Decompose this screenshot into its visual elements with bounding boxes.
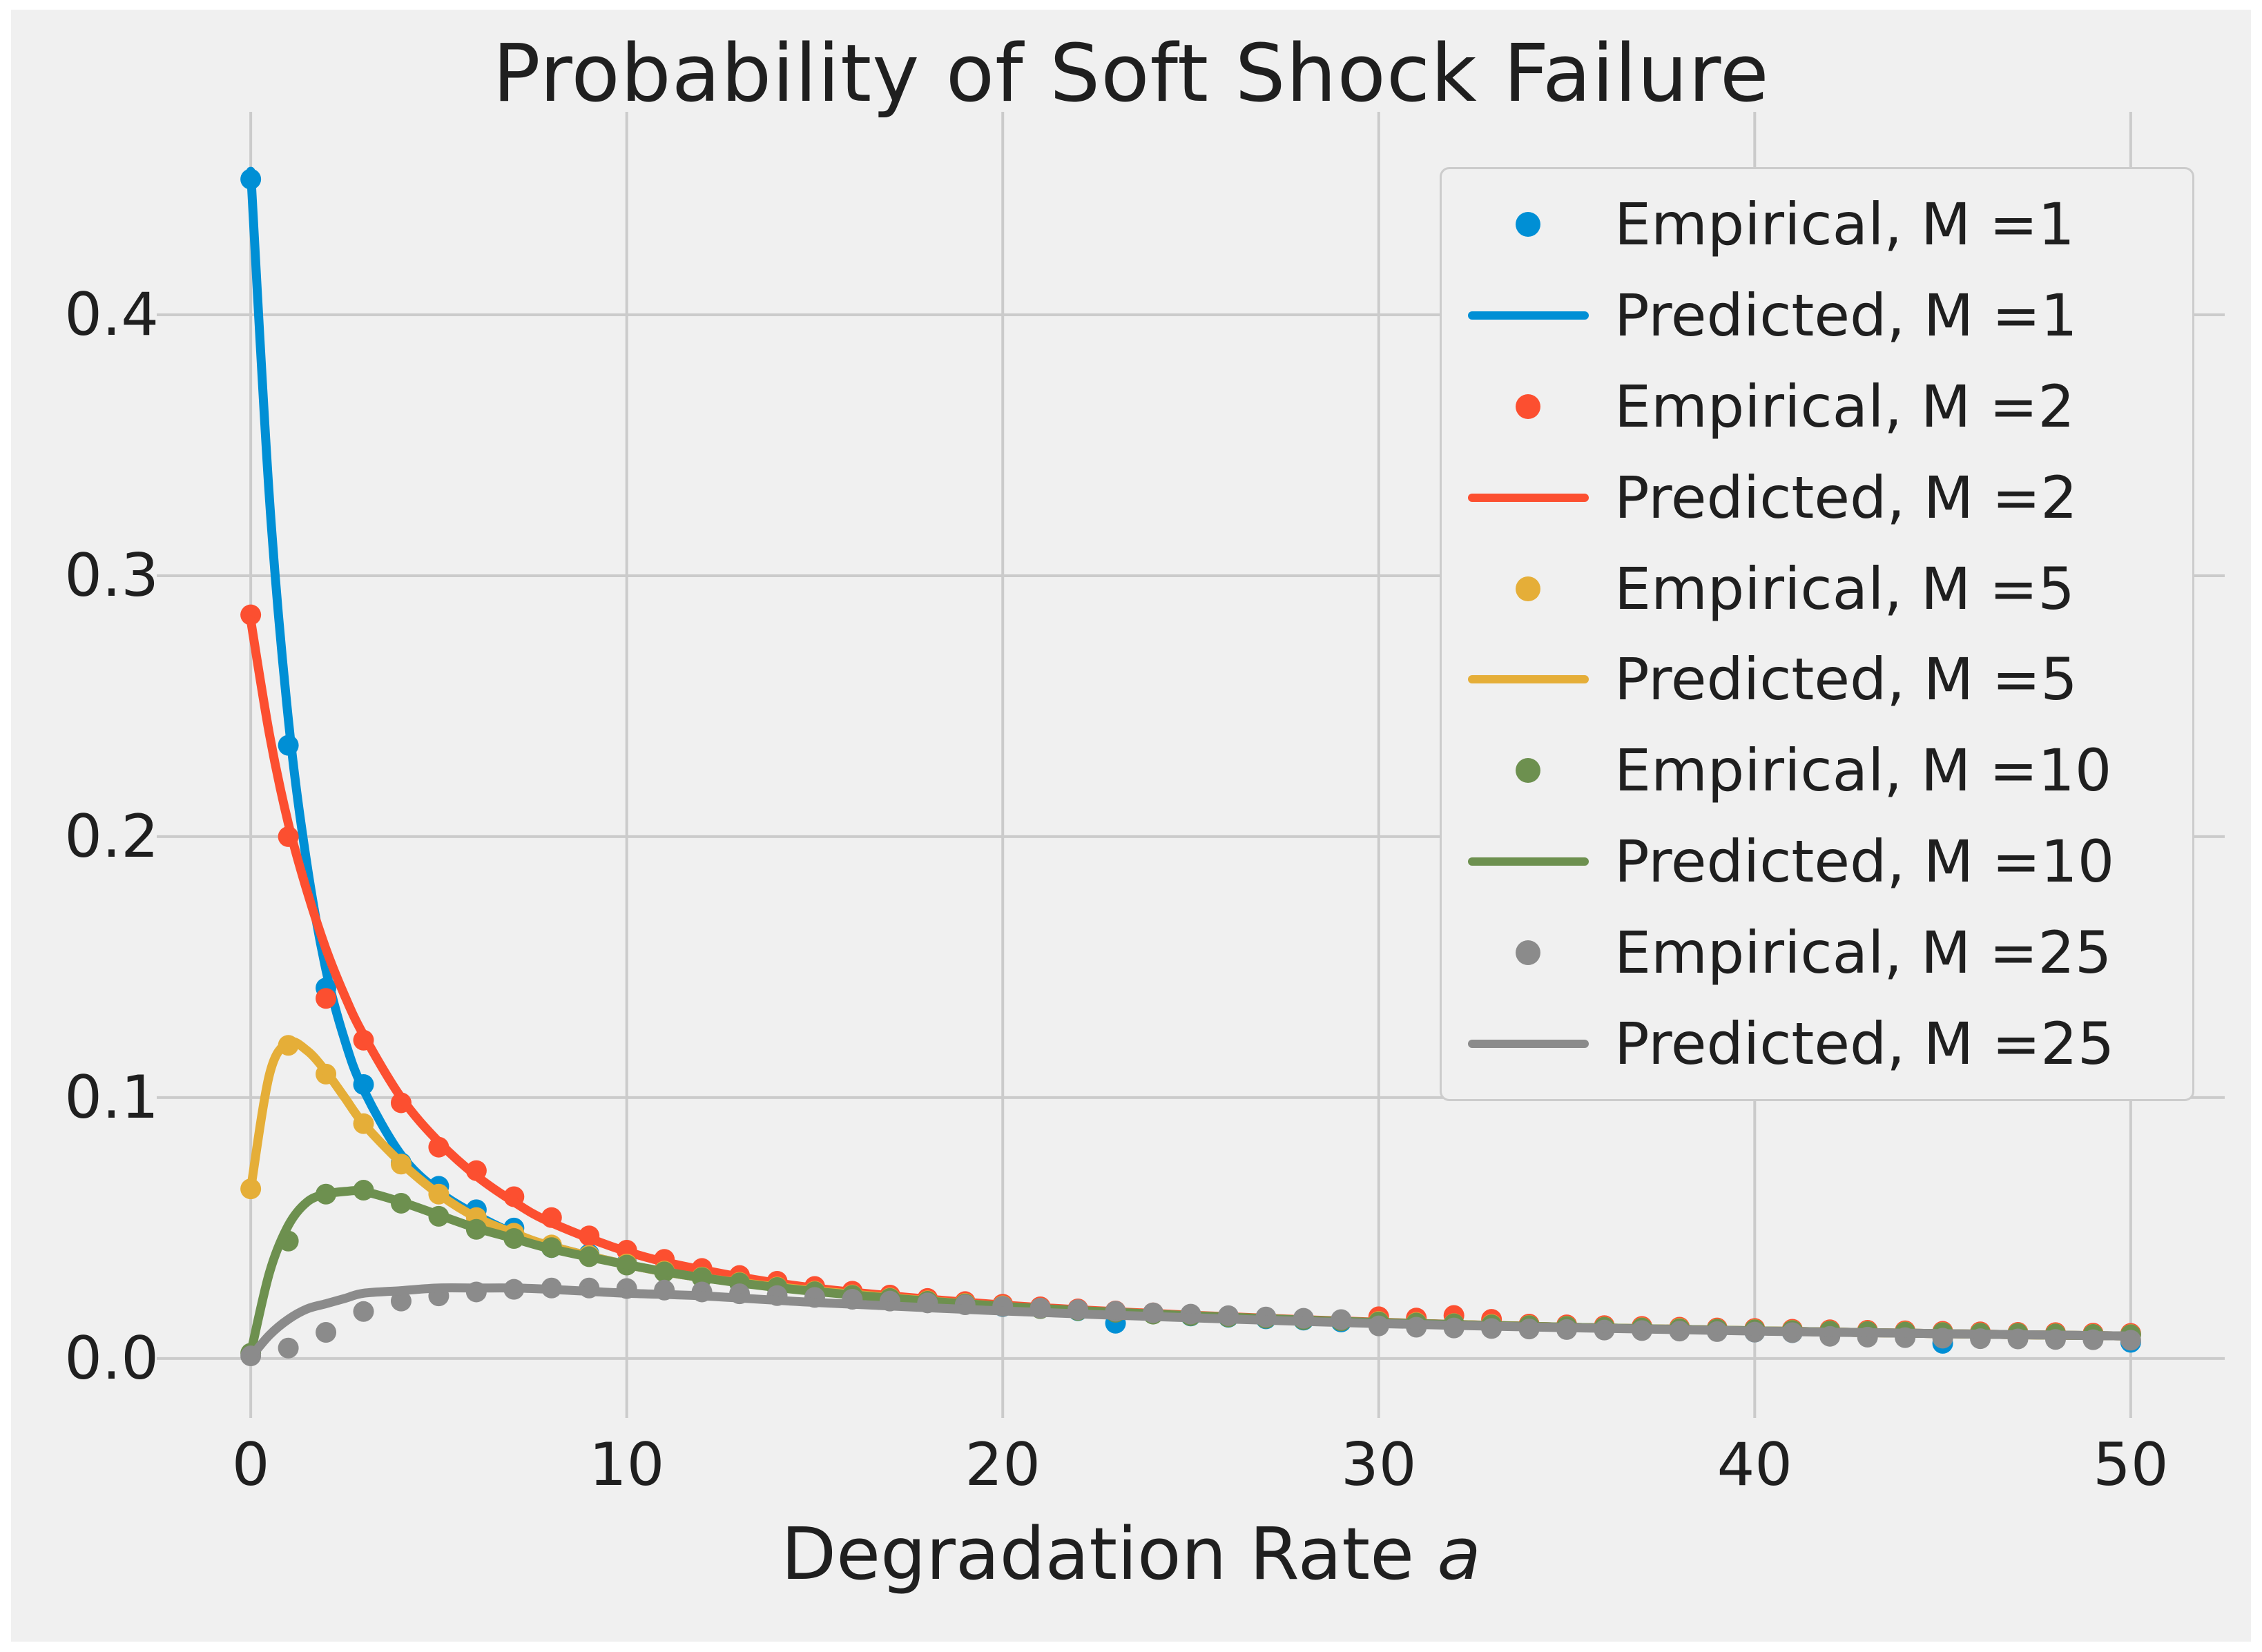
x-tick-label-50: 50: [2093, 1430, 2169, 1499]
legend-label: Predicted, M =5: [1614, 645, 2078, 714]
legend-line-marker-icon: [1442, 1039, 1614, 1048]
chart-title: Probability of Soft Shock Failure: [492, 28, 1770, 120]
scatter-point: [316, 988, 337, 1009]
y-tick-label-0.1: 0.1: [64, 1062, 159, 1132]
legend-dot-marker-icon: [1442, 576, 1614, 601]
legend-line-marker-icon: [1442, 493, 1614, 502]
legend-row: Empirical, M =10: [1442, 726, 2192, 815]
scatter-point: [278, 1337, 299, 1359]
legend-dot-marker-icon: [1442, 758, 1614, 784]
legend-row: Predicted, M =25: [1442, 1000, 2192, 1088]
scatter-point: [316, 1322, 337, 1343]
legend-label: Empirical, M =2: [1614, 372, 2075, 440]
line-swatch: [1467, 857, 1589, 866]
legend-label: Empirical, M =25: [1614, 919, 2112, 987]
x-tick-label-0: 0: [231, 1430, 270, 1499]
line-swatch: [1467, 1039, 1589, 1048]
legend-row: Predicted, M =2: [1442, 454, 2192, 542]
legend-dot-marker-icon: [1442, 211, 1614, 237]
scatter-point: [353, 1301, 374, 1322]
legend-line-marker-icon: [1442, 857, 1614, 866]
legend-label: Predicted, M =10: [1614, 828, 2115, 896]
line-swatch: [1467, 311, 1589, 320]
dot-swatch: [1516, 940, 1540, 966]
dot-swatch: [1516, 393, 1540, 419]
legend-row: Predicted, M =1: [1442, 271, 2192, 360]
y-tick-label-0.2: 0.2: [64, 801, 159, 871]
x-tick-label-20: 20: [965, 1430, 1041, 1499]
legend-row: Empirical, M =2: [1442, 362, 2192, 451]
legend-row: Empirical, M =25: [1442, 908, 2192, 997]
dot-swatch: [1516, 576, 1540, 601]
legend-row: Empirical, M =1: [1442, 180, 2192, 269]
dot-swatch: [1516, 211, 1540, 237]
scatter-point: [390, 1290, 412, 1312]
legend: Empirical, M =1 Predicted, M =1 Empirical,…: [1440, 167, 2194, 1101]
legend-label: Empirical, M =5: [1614, 554, 2075, 623]
y-tick-label-0.3: 0.3: [64, 541, 159, 610]
x-tick-label-10: 10: [588, 1430, 665, 1499]
predicted-curve-gray: [246, 1283, 2136, 1362]
y-tick-label-0.0: 0.0: [64, 1323, 159, 1393]
x-axis-label-text: Degradation Rate: [781, 1512, 1438, 1596]
x-axis-label: Degradation Rate a: [0, 1512, 2262, 1596]
legend-line-marker-icon: [1442, 311, 1614, 320]
line-swatch: [1467, 675, 1589, 684]
legend-row: Predicted, M =5: [1442, 635, 2192, 723]
dot-swatch: [1516, 758, 1540, 784]
legend-row: Empirical, M =5: [1442, 545, 2192, 633]
legend-line-marker-icon: [1442, 675, 1614, 684]
scatter-point: [240, 604, 262, 625]
x-tick-label-40: 40: [1717, 1430, 1793, 1499]
legend-label: Empirical, M =10: [1614, 737, 2112, 805]
legend-dot-marker-icon: [1442, 940, 1614, 966]
legend-label: Predicted, M =1: [1614, 281, 2078, 349]
legend-label: Predicted, M =2: [1614, 463, 2078, 532]
legend-label: Empirical, M =1: [1614, 190, 2075, 258]
x-tick-label-30: 30: [1341, 1430, 1417, 1499]
y-tick-label-0.4: 0.4: [64, 280, 159, 350]
legend-dot-marker-icon: [1442, 393, 1614, 419]
legend-label: Predicted, M =25: [1614, 1009, 2115, 1078]
line-swatch: [1467, 493, 1589, 502]
x-axis-label-variable: a: [1437, 1512, 1481, 1596]
legend-row: Predicted, M =10: [1442, 817, 2192, 906]
